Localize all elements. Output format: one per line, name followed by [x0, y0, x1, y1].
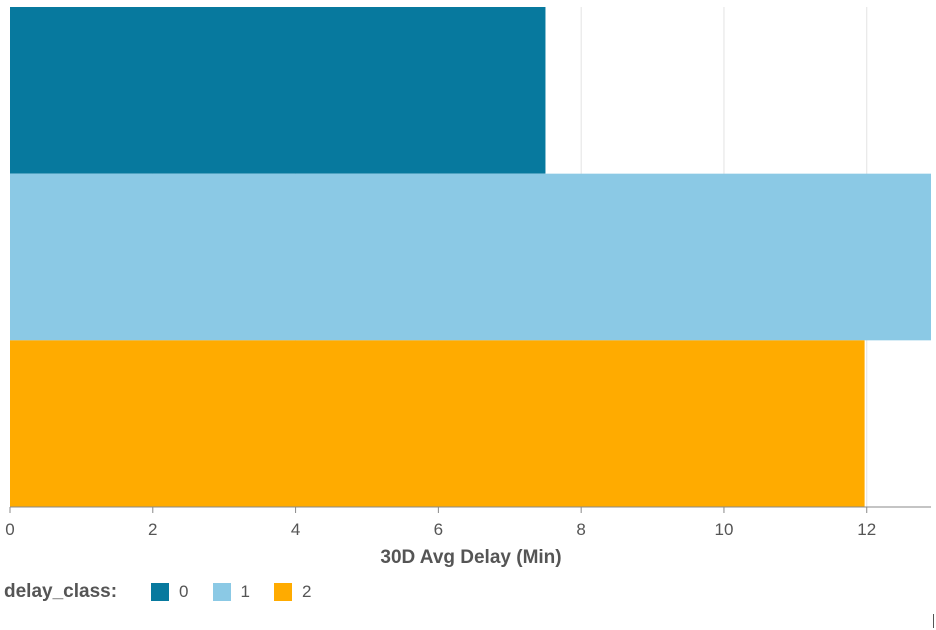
edge-mark	[933, 614, 934, 628]
bars	[10, 7, 931, 507]
x-tick-label: 10	[714, 520, 733, 539]
x-axis-title: 30D Avg Delay (Min)	[380, 547, 561, 568]
legend-label: 1	[240, 582, 250, 601]
x-tick-label: 2	[148, 520, 157, 539]
legend-item-2[interactable]: 2	[273, 582, 312, 602]
x-tick-label: 8	[576, 520, 585, 539]
bar-0[interactable]	[10, 7, 546, 174]
bar-2[interactable]	[10, 340, 865, 507]
x-tick-label: 12	[857, 520, 876, 539]
bar-1[interactable]	[10, 173, 931, 341]
legend-swatch	[212, 583, 231, 601]
x-tick-label: 6	[434, 520, 443, 539]
x-tick-label: 4	[291, 520, 300, 539]
legend-swatch	[151, 583, 170, 601]
x-axis-ticks: 0 2 4 6 8 10 12	[5, 507, 876, 539]
legend-label: 2	[301, 582, 312, 601]
legend-item-0[interactable]: 0	[151, 582, 189, 602]
legend-label: 0	[179, 582, 189, 601]
legend: delay_class: 0 1 2	[4, 580, 335, 604]
legend-swatch	[273, 583, 292, 601]
legend-title: delay_class:	[4, 581, 118, 602]
x-tick-label: 0	[5, 520, 14, 539]
legend-item-1[interactable]: 1	[212, 582, 250, 602]
